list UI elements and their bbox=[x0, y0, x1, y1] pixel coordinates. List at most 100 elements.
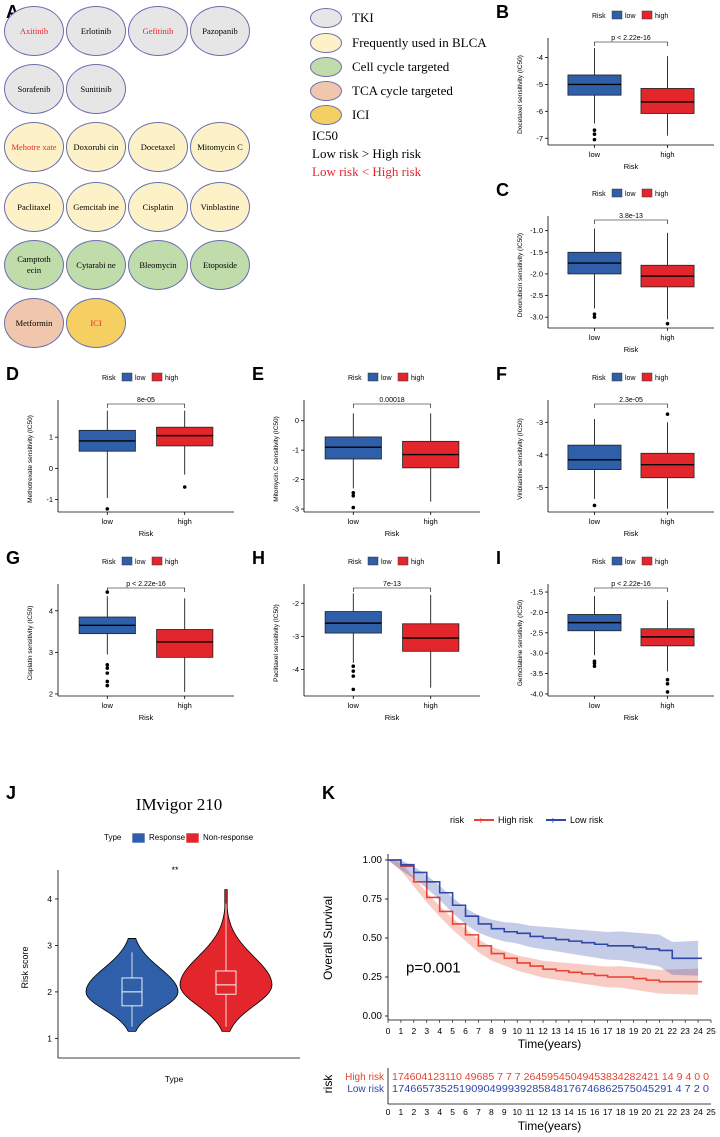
outlier-point bbox=[665, 690, 670, 694]
drug-bubble: Erlotinib bbox=[66, 6, 126, 56]
x-tick-label: high bbox=[660, 150, 674, 159]
y-axis-label: Risk score bbox=[20, 946, 30, 988]
x-tick-label: 12 bbox=[538, 1026, 548, 1036]
drug-bubble: Gemcitab ine bbox=[66, 182, 126, 232]
risk-table-title: risk bbox=[321, 1074, 335, 1094]
y-tick-label: -1.0 bbox=[530, 226, 543, 235]
significance-bracket bbox=[594, 403, 668, 408]
legend-title: Type bbox=[104, 833, 122, 842]
boxplot-vinblastine: Risk low high -5 -4 -3 Vinblastine sensitivity… bbox=[517, 372, 714, 538]
y-tick-label: -3 bbox=[292, 505, 299, 514]
outlier-point bbox=[182, 485, 187, 489]
outlier-point bbox=[351, 687, 356, 692]
y-tick-label: -4.0 bbox=[530, 689, 543, 698]
y-tick-label: 0.00 bbox=[363, 1011, 383, 1022]
risk-x-tick-label: 11 bbox=[526, 1107, 535, 1117]
legend-label-nonresponse: Non-response bbox=[203, 833, 254, 842]
x-tick-label: 24 bbox=[693, 1026, 703, 1036]
legend-label-low: low bbox=[135, 375, 146, 382]
risk-row-label: Low risk bbox=[347, 1084, 385, 1095]
legend-swatch-low bbox=[367, 556, 379, 566]
significance-bracket bbox=[594, 41, 668, 46]
drug-bubble: Mehotre xate bbox=[4, 122, 64, 172]
y-axis-label: Cisplatin sensitivity (IC50) bbox=[27, 606, 34, 681]
y-tick-label: 0.25 bbox=[363, 972, 383, 983]
y-tick-label: 3 bbox=[47, 940, 52, 950]
y-tick-label: -2 bbox=[292, 475, 299, 484]
legend-swatch bbox=[310, 33, 342, 53]
legend-swatch-high bbox=[151, 556, 163, 566]
drug-bubble: Gefitinib bbox=[128, 6, 188, 56]
significance-bracket bbox=[594, 219, 668, 224]
x-tick-label: 6 bbox=[463, 1026, 468, 1036]
x-tick-label: 19 bbox=[629, 1026, 639, 1036]
risk-x-tick-label: 25 bbox=[706, 1107, 716, 1117]
drug-bubble: ICI bbox=[66, 298, 126, 348]
risk-x-tick-label: 6 bbox=[463, 1107, 468, 1117]
drug-bubble: Bleomycin bbox=[128, 240, 188, 290]
outlier-point bbox=[105, 679, 110, 684]
outlier-point bbox=[665, 321, 670, 326]
y-axis-label: Paclitaxel sensitivity (IC50) bbox=[273, 604, 280, 682]
x-axis-label: Time(years) bbox=[518, 1037, 582, 1051]
y-tick-label: -4 bbox=[536, 450, 543, 459]
legend-item-tki: TKI bbox=[310, 8, 374, 28]
boxplot-methotrexate: Risk low high -1 0 1 Methotrexate sensitivity … bbox=[27, 372, 234, 538]
x-tick-label: high bbox=[660, 701, 674, 710]
significance-bracket bbox=[352, 587, 432, 592]
panel-label-h: H bbox=[252, 548, 265, 568]
risk-x-tick-label: 10 bbox=[512, 1107, 522, 1117]
x-tick-label: high bbox=[660, 333, 674, 342]
outlier-point bbox=[105, 507, 110, 511]
drug-bubble: Doxorubi cin bbox=[66, 122, 126, 172]
ic50-low-lt-high: Low risk < High risk bbox=[312, 164, 422, 179]
risk-x-tick-label: 13 bbox=[551, 1107, 561, 1117]
legend-swatch bbox=[310, 8, 342, 28]
box-high bbox=[640, 88, 695, 114]
y-tick-label: 0.75 bbox=[363, 894, 383, 905]
y-axis-label: Overall Survival bbox=[321, 896, 335, 980]
x-axis-label: Risk bbox=[139, 529, 154, 538]
x-tick-label: 17 bbox=[603, 1026, 613, 1036]
x-tick-label: low bbox=[102, 517, 114, 526]
x-tick-label: 5 bbox=[450, 1026, 455, 1036]
x-tick-label: 23 bbox=[680, 1026, 690, 1036]
outlier-point bbox=[351, 664, 356, 668]
y-tick-label: 4 bbox=[47, 894, 52, 904]
risk-x-tick-label: 14 bbox=[564, 1107, 574, 1117]
drug-bubble: Sorafenib bbox=[4, 64, 64, 114]
outlier-point bbox=[105, 671, 110, 675]
y-tick-label: -5 bbox=[536, 483, 543, 492]
x-tick-label: 2 bbox=[411, 1026, 416, 1036]
y-tick-label: -1 bbox=[292, 446, 299, 455]
significance-bracket bbox=[594, 587, 668, 592]
panel-label-f: F bbox=[496, 364, 507, 384]
legend-swatch-nonresponse bbox=[185, 832, 200, 844]
outlier-point bbox=[351, 674, 356, 678]
legend-label-response: Response bbox=[149, 833, 186, 842]
legend-title: Risk bbox=[592, 13, 606, 20]
risk-x-tick-label: 23 bbox=[680, 1107, 690, 1117]
risk-x-tick-label: 2 bbox=[411, 1107, 416, 1117]
x-axis-label: Risk bbox=[139, 713, 154, 722]
legend-title: Risk bbox=[348, 375, 362, 382]
y-tick-label: 2 bbox=[49, 689, 53, 698]
x-axis-label: Type bbox=[165, 1074, 184, 1084]
risk-row-label: High risk bbox=[345, 1072, 385, 1083]
panel-label-e: E bbox=[252, 364, 265, 384]
risk-row-counts: 1746657352519090499939285848176746862575… bbox=[392, 1084, 709, 1095]
legend-label-low: low bbox=[625, 13, 636, 20]
legend-swatch-low bbox=[121, 372, 133, 382]
legend-swatch-high bbox=[397, 556, 409, 566]
x-tick-label: 15 bbox=[577, 1026, 587, 1036]
x-tick-label: high bbox=[660, 517, 674, 526]
y-axis-label: Docetaxel sensitivity (IC50) bbox=[517, 55, 524, 134]
x-tick-label: low bbox=[589, 150, 601, 159]
x-tick-label: low bbox=[348, 517, 360, 526]
p-value: p < 2.22e-16 bbox=[126, 581, 166, 588]
y-tick-label: 2 bbox=[47, 987, 52, 997]
risk-x-tick-label: 21 bbox=[655, 1107, 665, 1117]
x-tick-label: high bbox=[178, 517, 192, 526]
p-value: 2.3e-05 bbox=[619, 397, 643, 404]
outlier-point bbox=[351, 494, 356, 498]
